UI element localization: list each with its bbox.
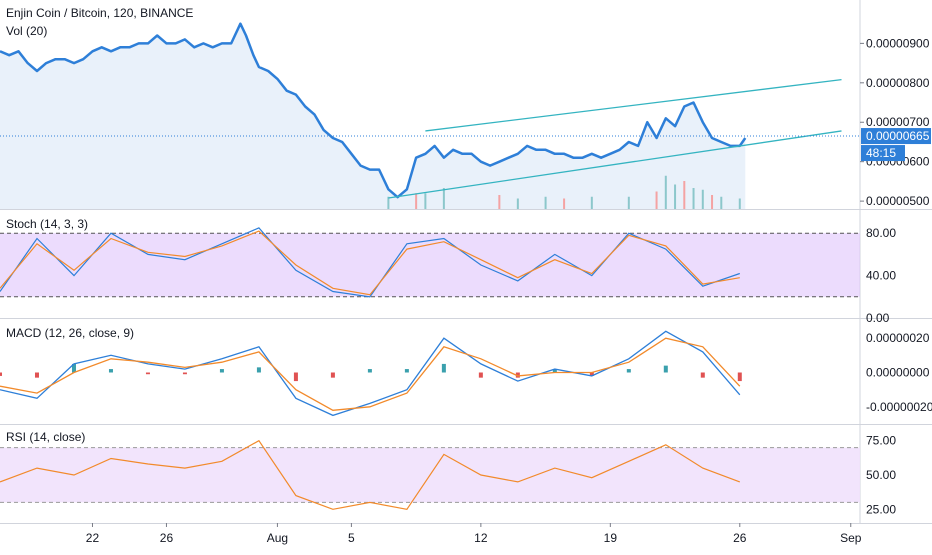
volume-bar-17 (720, 196, 723, 209)
macd-line-1 (0, 337, 741, 411)
rsi-tick-label-0: 75.00 (866, 434, 896, 448)
stoch-line-1 (0, 230, 740, 296)
macd-hist-bar-19 (700, 372, 705, 378)
rsi-tick-label-1: 50.00 (866, 468, 896, 482)
macd-hist-bar-4 (145, 372, 150, 375)
volume-bar-0 (387, 196, 390, 209)
countdown-label: 48:15 (866, 146, 896, 160)
macd-hist-bar-9 (330, 372, 335, 378)
macd-tick-label-1: 0.00000000 (866, 366, 930, 380)
x-tick-label-0: 22 (86, 531, 100, 545)
macd-hist-bar-13 (478, 372, 483, 378)
volume-bar-4 (498, 195, 501, 209)
volume-bar-2 (424, 193, 427, 209)
countdown-badge (861, 145, 905, 162)
last-price-label: 0.00000665 (866, 129, 930, 143)
macd-hist-bar-20 (737, 372, 742, 382)
rsi-title: RSI (14, close) (6, 430, 85, 444)
volume-bar-18 (738, 198, 741, 209)
price-tick-label-4: 0.00000500 (866, 194, 930, 208)
symbol-title: Enjin Coin / Bitcoin, 120, BINANCE (6, 6, 194, 20)
volume-bar-12 (674, 184, 677, 209)
macd-hist-bar-12 (441, 363, 446, 373)
volume-bar-15 (701, 189, 704, 209)
macd-hist-bar-3 (108, 369, 113, 373)
rsi-tick-label-2: 25.00 (866, 502, 896, 516)
macd-hist-bar-7 (256, 367, 261, 373)
channel-upper-line (425, 79, 842, 132)
macd-hist-bar-14 (515, 372, 520, 378)
volume-bar-6 (544, 196, 547, 209)
macd-hist-bar-8 (293, 372, 298, 382)
price-tick-label-2: 0.00000700 (866, 115, 930, 129)
x-tick-label-6: 26 (733, 531, 747, 545)
macd-hist-bar-18 (663, 365, 668, 373)
last-price-badge (861, 128, 931, 145)
macd-hist-bar-16 (589, 372, 594, 376)
volume-bar-1 (415, 193, 418, 209)
volume-bar-5 (516, 198, 519, 209)
macd-hist-bar-1 (34, 372, 39, 378)
x-tick-label-7: Sep (840, 531, 862, 545)
volume-bar-10 (655, 191, 658, 209)
macd-line-0 (0, 330, 741, 417)
macd-hist-bar-0 (0, 372, 2, 376)
price-tick-label-1: 0.00000800 (866, 76, 930, 90)
macd-hist-bar-6 (219, 369, 224, 373)
rsi-line (0, 439, 741, 510)
stoch-band (0, 233, 860, 297)
x-tick-label-5: 19 (604, 531, 618, 545)
stoch-tick-label-1: 40.00 (866, 269, 896, 283)
macd-tick-label-2: -0.00000020 (866, 400, 932, 414)
macd-title: MACD (12, 26, close, 9) (6, 326, 134, 340)
macd-hist-bar-11 (404, 369, 409, 373)
volume-bar-7 (563, 198, 566, 209)
channel-lower-line (388, 130, 842, 199)
volume-label: Vol (20) (6, 24, 48, 38)
price-line (0, 22, 747, 199)
macd-hist-bar-10 (367, 369, 372, 373)
volume-bar-9 (627, 196, 630, 209)
stoch-tick-label-0: 80.00 (866, 226, 896, 240)
volume-bar-13 (683, 181, 686, 209)
macd-hist-bar-2 (71, 363, 76, 373)
price-tick-label-0: 0.00000900 (866, 36, 930, 50)
price-area (0, 23, 746, 210)
stoch-title: Stoch (14, 3, 3) (6, 217, 88, 231)
stoch-tick-label-2: 0.00 (866, 311, 890, 325)
macd-hist-bar-5 (182, 372, 187, 375)
macd-hist-bar-17 (626, 369, 631, 373)
volume-bar-3 (442, 188, 445, 209)
x-tick-label-1: 26 (160, 531, 174, 545)
volume-bar-16 (711, 195, 714, 209)
x-tick-label-3: 5 (348, 531, 355, 545)
macd-tick-label-0: 0.00000020 (866, 331, 930, 345)
volume-bar-11 (664, 175, 667, 209)
volume-bar-8 (590, 196, 593, 209)
macd-hist-bar-15 (552, 369, 557, 373)
x-tick-label-4: 12 (474, 531, 488, 545)
x-tick-label-2: Aug (267, 531, 288, 545)
volume-bar-14 (692, 188, 695, 209)
